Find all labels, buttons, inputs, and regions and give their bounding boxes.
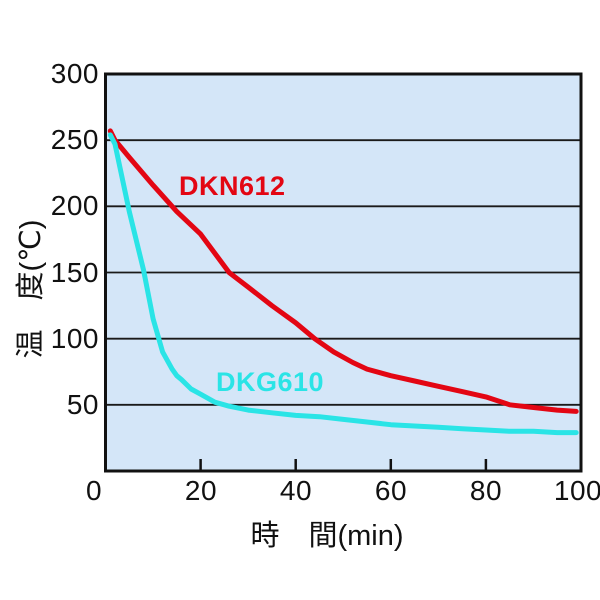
x-tick-40: 40 (279, 475, 313, 506)
y-tick-300: 300 (50, 58, 99, 89)
y-tick-150: 150 (50, 257, 99, 288)
y-tick-100: 100 (50, 323, 99, 354)
y-tick-250: 250 (50, 124, 99, 155)
y-tick-200: 200 (50, 190, 99, 221)
series-label-dkn612: DKN612 (179, 171, 286, 201)
x-tick-100: 100 (553, 475, 600, 506)
x-axis-title: 時 間(min) (250, 520, 404, 552)
x-tick-60: 60 (374, 475, 408, 506)
x-tick-0: 0 (85, 475, 103, 506)
y-axis-title: 温 度(℃) (15, 219, 47, 359)
x-tick-80: 80 (469, 475, 503, 506)
x-tick-20: 20 (184, 475, 218, 506)
y-tick-50: 50 (66, 389, 99, 420)
series-label-dkg610: DKG610 (216, 367, 325, 397)
